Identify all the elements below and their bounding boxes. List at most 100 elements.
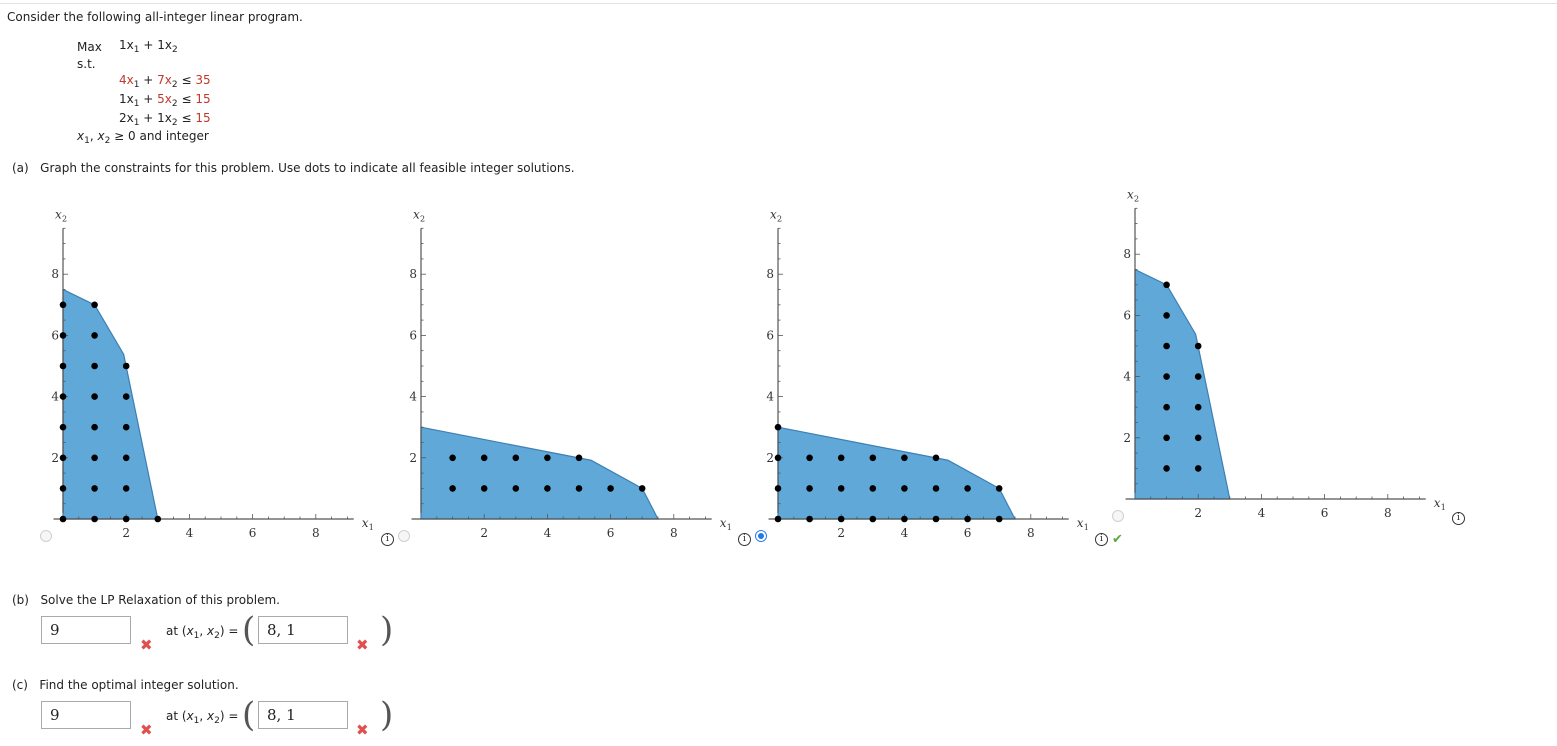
x-axis-label: x: [1077, 516, 1084, 530]
integer-solution-dot: [995, 515, 1003, 523]
integer-solution-dot: [1163, 373, 1170, 380]
y-tick-label: 4: [766, 390, 774, 404]
x-axis-label: x: [1434, 496, 1441, 510]
y-tick-label: 4: [51, 390, 59, 404]
radio-option-2[interactable]: [398, 530, 410, 542]
integer-solution-dot: [59, 515, 67, 523]
constraint-2: 1x1 + 5x2 ≤ 15: [119, 92, 211, 109]
y-tick-label: 4: [409, 390, 417, 404]
integer-solution-dot: [480, 454, 488, 462]
integer-solution-dot: [932, 515, 940, 523]
y-tick-label: 6: [1123, 308, 1131, 322]
integer-solution-dot: [480, 485, 488, 492]
intro-text: Consider the following all-integer linea…: [7, 10, 303, 24]
integer-solution-dot: [59, 332, 67, 339]
info-icon[interactable]: i: [1095, 533, 1108, 546]
integer-solution-dot: [122, 393, 130, 400]
integer-solution-dot: [512, 485, 520, 492]
open-paren: (: [242, 695, 256, 735]
integer-solution-dot: [154, 515, 162, 523]
integer-solution-dot: [91, 393, 98, 400]
radio-option-3[interactable]: [755, 530, 767, 542]
x-tick-label: 2: [480, 526, 488, 540]
incorrect-x-icon: ✖: [140, 721, 153, 739]
integer-solution-dot: [774, 515, 782, 523]
integer-solution-dot: [122, 485, 130, 492]
integer-solution-dot: [638, 485, 646, 492]
y-axis-label: x: [55, 207, 62, 221]
integer-solution-dot: [964, 515, 971, 523]
at-point-label: at (x1, x2) =: [166, 624, 239, 641]
correct-check-icon: ✔: [1112, 532, 1123, 547]
y-tick-label: 2: [51, 451, 59, 465]
y-tick-label: 6: [409, 328, 417, 342]
integer-solution-dot: [901, 515, 908, 523]
svg-text:1: 1: [369, 523, 374, 532]
optimal-integer-point-input[interactable]: [258, 701, 348, 729]
x-tick-label: 4: [901, 526, 909, 540]
y-axis-label: x: [770, 207, 777, 221]
x-tick-label: 6: [607, 526, 615, 540]
integer-solution-dot: [837, 485, 845, 492]
at-point-label: at (x1, x2) =: [166, 709, 239, 726]
integer-solution-dot: [1194, 342, 1202, 350]
integer-solution-dot: [607, 485, 614, 492]
integer-solution-dot: [1194, 465, 1202, 472]
integer-solution-dot: [806, 485, 813, 492]
integer-solution-dot: [449, 454, 456, 462]
integer-solution-dot: [59, 301, 67, 309]
integer-solution-dot: [1163, 465, 1170, 472]
integer-solution-dot: [91, 362, 98, 370]
y-tick-label: 2: [1123, 431, 1131, 445]
integer-solution-dot: [1163, 403, 1170, 411]
objective: 1x1 + 1x2: [119, 38, 178, 55]
x-tick-label: 6: [249, 526, 257, 540]
integer-solution-dot: [122, 515, 130, 523]
x-tick-label: 8: [670, 526, 678, 540]
svg-text:2: 2: [420, 214, 425, 223]
integer-solution-dot: [59, 454, 67, 462]
integer-solution-dot: [869, 485, 877, 492]
integer-solution-dot: [91, 515, 98, 523]
info-icon[interactable]: i: [738, 533, 751, 546]
lp-relaxation-value-input[interactable]: [41, 616, 131, 644]
integer-solution-dot: [122, 454, 130, 462]
st-label: s.t.: [77, 57, 96, 71]
integer-solution-dot: [59, 362, 67, 370]
info-icon[interactable]: i: [1452, 512, 1465, 525]
integer-solution-dot: [91, 485, 98, 492]
integer-solution-dot: [774, 485, 782, 492]
integer-solution-dot: [995, 485, 1003, 492]
integer-solution-dot: [59, 393, 67, 400]
radio-option-4[interactable]: [1112, 510, 1124, 522]
radio-option-1[interactable]: [40, 530, 52, 542]
integer-solution-dot: [806, 454, 813, 462]
integer-solution-dot: [91, 423, 98, 431]
integer-solution-dot: [837, 515, 845, 523]
svg-text:2: 2: [1134, 194, 1139, 203]
integer-solution-dot: [512, 454, 520, 462]
top-divider: [0, 3, 1557, 4]
y-tick-label: 2: [766, 451, 774, 465]
integer-solution-dot: [59, 485, 67, 492]
feasible-region: [420, 426, 659, 520]
x-axis-label: x: [720, 516, 727, 530]
close-paren: ): [380, 695, 394, 735]
lp-relaxation-point-input[interactable]: [258, 616, 348, 644]
x-tick-label: 8: [1027, 526, 1035, 540]
optimal-integer-value-input[interactable]: [41, 701, 131, 729]
integer-solution-dot: [1163, 434, 1170, 442]
part-a-prompt: (a) Graph the constraints for this probl…: [12, 161, 575, 175]
integer-solution-dot: [1163, 342, 1170, 350]
close-paren: ): [380, 610, 394, 650]
info-icon[interactable]: i: [381, 533, 394, 546]
feasible-region: [777, 426, 1016, 520]
x-tick-label: 6: [1321, 506, 1329, 520]
integer-solution-dot: [869, 454, 877, 462]
constraint-3: 2x1 + 1x2 ≤ 15: [119, 111, 211, 128]
integer-solution-dot: [932, 485, 940, 492]
integer-solution-dot: [806, 515, 813, 523]
